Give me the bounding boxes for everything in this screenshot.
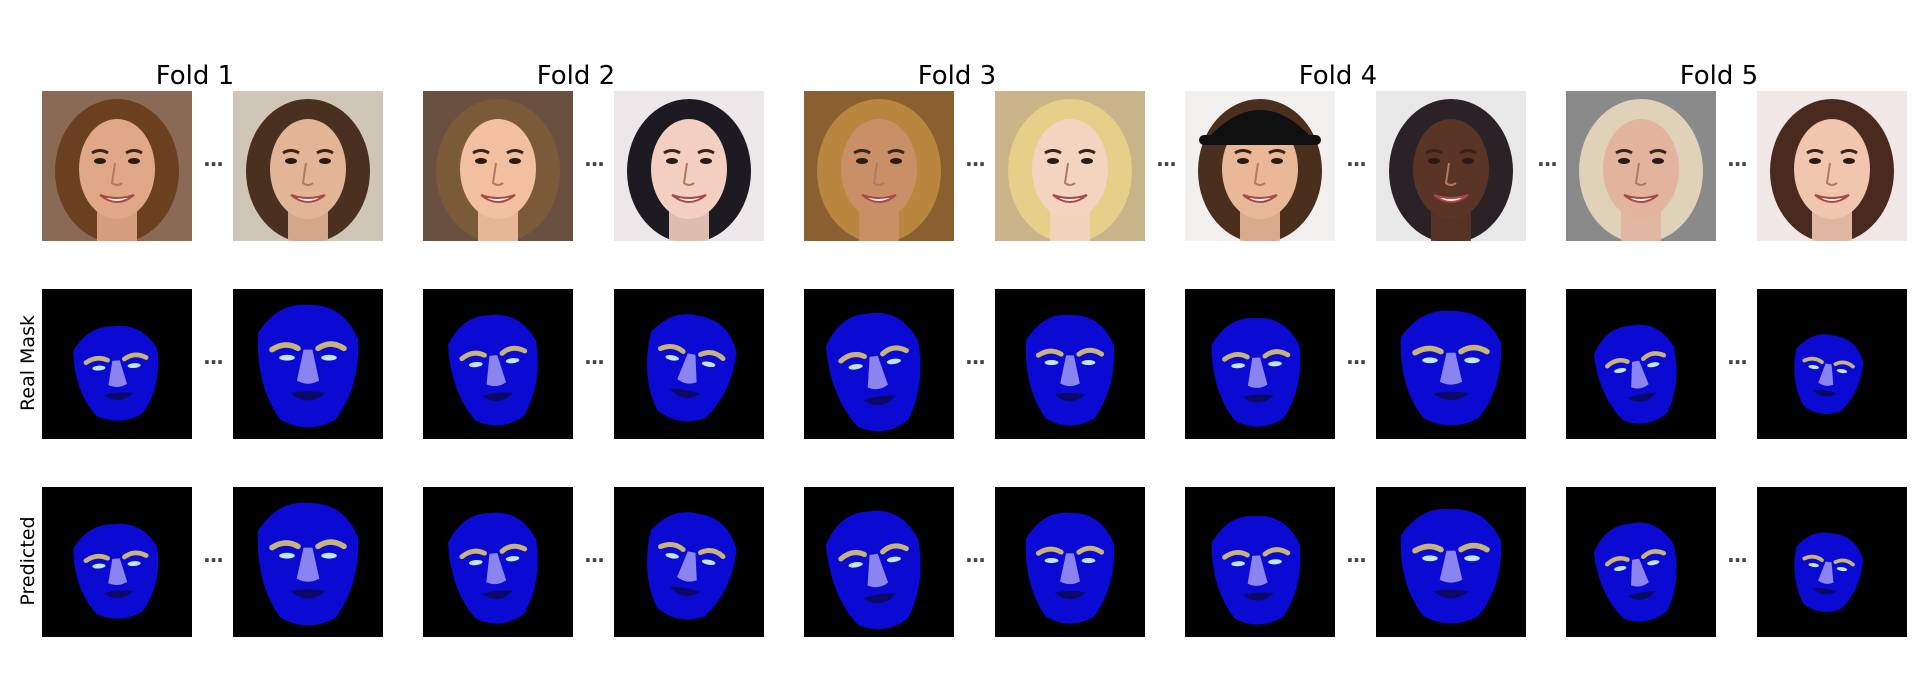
- ellipsis-fold4-photo: ...: [1346, 147, 1367, 171]
- fold-title-2: Fold 2: [536, 61, 616, 91]
- real-mask-tile-fold4-last: [1376, 289, 1526, 439]
- predicted-tile-fold2-first: [423, 487, 573, 637]
- predicted-tile-fold4-last: [1376, 487, 1526, 637]
- ellipsis-fold3-photo: ...: [965, 147, 986, 171]
- predicted-tile-fold5-first: [1566, 487, 1716, 637]
- real-mask-tile-fold3-last: [995, 289, 1145, 439]
- fold-title-4: Fold 4: [1298, 61, 1378, 91]
- fold-title-3: Fold 3: [917, 61, 997, 91]
- photo-tile-fold4-first: [1185, 91, 1335, 241]
- real-mask-tile-fold1-last: [233, 289, 383, 439]
- ellipsis-fold2-photo: ...: [584, 147, 605, 171]
- ellipsis-fold5-real-mask: ...: [1727, 345, 1748, 369]
- ellipsis-fold5-photo: ...: [1727, 147, 1748, 171]
- ellipsis-between-fold3-fold4: ...: [1156, 147, 1177, 171]
- photo-tile-fold2-last: [614, 91, 764, 241]
- predicted-tile-fold3-last: [995, 487, 1145, 637]
- ellipsis-fold2-real-mask: ...: [584, 345, 605, 369]
- ellipsis-between-fold4-fold5: ...: [1537, 147, 1558, 171]
- ellipsis-fold5-predicted: ...: [1727, 543, 1748, 567]
- real-mask-tile-fold4-first: [1185, 289, 1335, 439]
- predicted-tile-fold2-last: [614, 487, 764, 637]
- ellipsis-fold2-predicted: ...: [584, 543, 605, 567]
- real-mask-tile-fold2-first: [423, 289, 573, 439]
- real-mask-tile-fold1-first: [42, 289, 192, 439]
- predicted-tile-fold3-first: [804, 487, 954, 637]
- real-mask-tile-fold3-first: [804, 289, 954, 439]
- photo-tile-fold4-last: [1376, 91, 1526, 241]
- photo-tile-fold2-first: [423, 91, 573, 241]
- ellipsis-fold4-predicted: ...: [1346, 543, 1367, 567]
- row-label-real-mask: Real Mask: [17, 315, 39, 411]
- ellipsis-fold1-real-mask: ...: [203, 345, 224, 369]
- real-mask-tile-fold5-first: [1566, 289, 1716, 439]
- real-mask-tile-fold2-last: [614, 289, 764, 439]
- ellipsis-fold4-real-mask: ...: [1346, 345, 1367, 369]
- ellipsis-fold3-predicted: ...: [965, 543, 986, 567]
- photo-tile-fold3-last: [995, 91, 1145, 241]
- photo-tile-fold5-first: [1566, 91, 1716, 241]
- photo-tile-fold1-last: [233, 91, 383, 241]
- predicted-tile-fold5-last: [1757, 487, 1907, 637]
- predicted-tile-fold1-last: [233, 487, 383, 637]
- ellipsis-fold3-real-mask: ...: [965, 345, 986, 369]
- ellipsis-fold1-predicted: ...: [203, 543, 224, 567]
- ellipsis-fold1-photo: ...: [203, 147, 224, 171]
- fold-title-1: Fold 1: [155, 61, 235, 91]
- fold-title-5: Fold 5: [1679, 61, 1759, 91]
- row-label-predicted: Predicted: [17, 516, 39, 606]
- real-mask-tile-fold5-last: [1757, 289, 1907, 439]
- photo-tile-fold5-last: [1757, 91, 1907, 241]
- predicted-tile-fold4-first: [1185, 487, 1335, 637]
- predicted-tile-fold1-first: [42, 487, 192, 637]
- photo-tile-fold1-first: [42, 91, 192, 241]
- photo-tile-fold3-first: [804, 91, 954, 241]
